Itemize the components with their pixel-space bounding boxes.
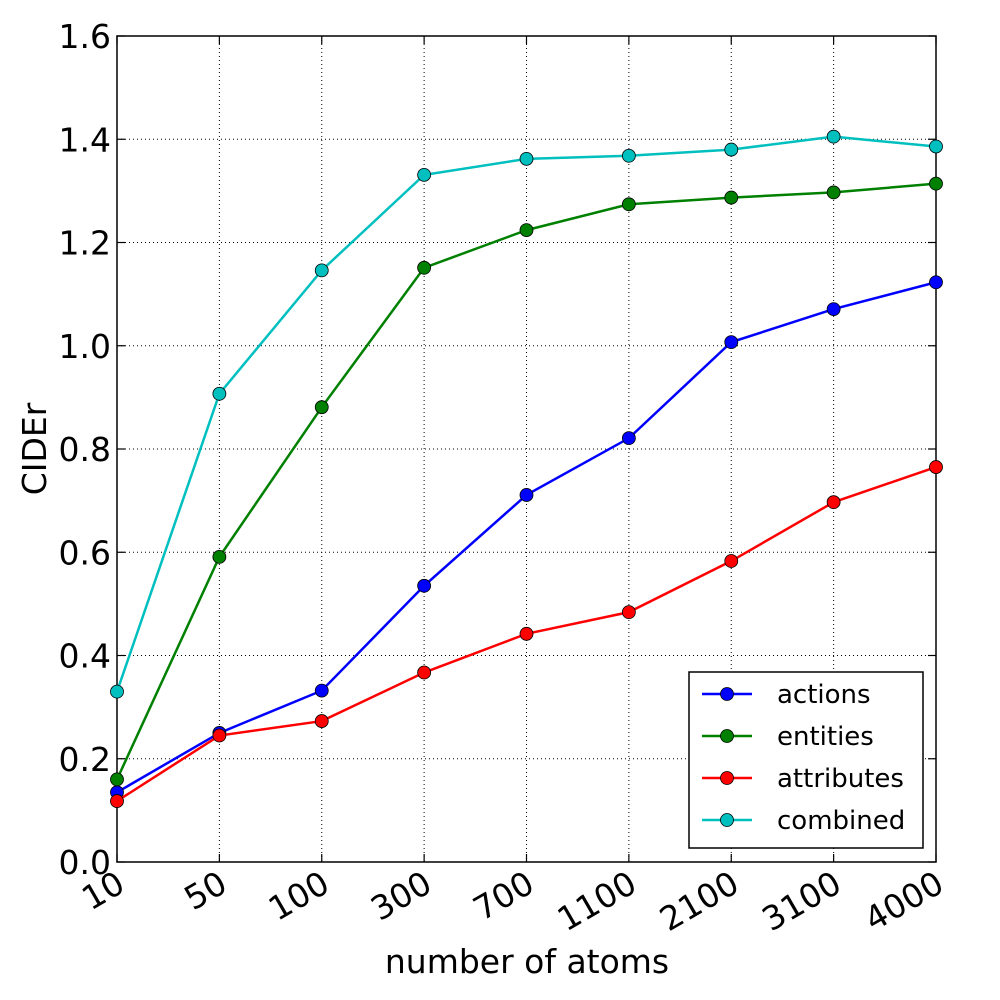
x-axis-label: number of atoms [385,942,669,981]
data-point [519,488,534,502]
y-tick-label: 1.2 [59,224,111,263]
y-tick-label: 0.2 [59,740,111,779]
x-tick-label: 100 [262,863,336,928]
data-point [724,554,739,568]
legend-item: attributes [702,764,904,794]
data-point [314,263,329,278]
data-point [417,167,432,182]
legend-marker [720,687,734,701]
data-point [621,431,636,446]
y-tick-label: 1.6 [59,17,111,56]
x-tick-label: 50 [178,863,234,918]
legend-label: attributes [777,764,904,794]
series-entities [110,176,943,787]
x-tick-label: 300 [364,863,438,928]
data-point [417,665,432,680]
y-tick-label: 0.0 [59,843,111,882]
data-point [212,549,227,564]
series-combined [110,129,943,699]
data-point [929,460,943,474]
x-tick-label: 1100 [551,863,643,939]
legend-item: combined [702,806,905,836]
y-tick-label: 0.4 [59,637,111,676]
legend-item: actions [702,680,871,710]
data-point [929,139,943,154]
series-attributes [110,460,943,808]
legend-label: actions [777,680,871,710]
legend-label: combined [777,806,905,836]
legend-marker [720,771,734,785]
y-tick-label: 1.0 [59,327,111,366]
legend-marker [720,729,734,743]
data-point [417,578,432,593]
data-point [621,148,636,163]
y-axis-label: CIDEr [15,402,54,495]
data-point [110,794,124,808]
y-tick-label: 1.4 [59,120,111,159]
data-point [314,400,329,415]
data-point [826,495,841,510]
data-point [724,335,739,350]
data-point [621,605,636,620]
data-point [519,151,534,166]
legend-item: entities [702,722,874,752]
x-tick-label: 2100 [653,863,745,939]
legend-marker [720,813,734,827]
x-tick-label: 3100 [755,863,847,939]
data-point [314,714,329,728]
data-point [724,142,739,157]
data-point [724,190,739,205]
data-point [621,197,636,212]
y-tick-label: 0.6 [59,533,111,572]
data-point [519,626,534,641]
data-point [314,683,329,698]
data-point [417,260,432,275]
data-point [826,129,841,144]
data-point [929,275,943,290]
data-point [110,772,124,787]
legend: actions entities attributes combined [688,671,924,849]
data-point [212,728,227,743]
series-group [110,129,943,808]
data-point [929,176,943,191]
y-tick-label: 0.8 [59,430,111,469]
x-tick-label: 700 [466,863,540,928]
data-point [110,684,124,699]
data-point [826,185,841,200]
data-point [519,223,534,238]
data-point [212,386,227,401]
legend-label: entities [777,722,874,752]
data-point [826,302,841,316]
x-tick-label: 4000 [858,863,950,939]
